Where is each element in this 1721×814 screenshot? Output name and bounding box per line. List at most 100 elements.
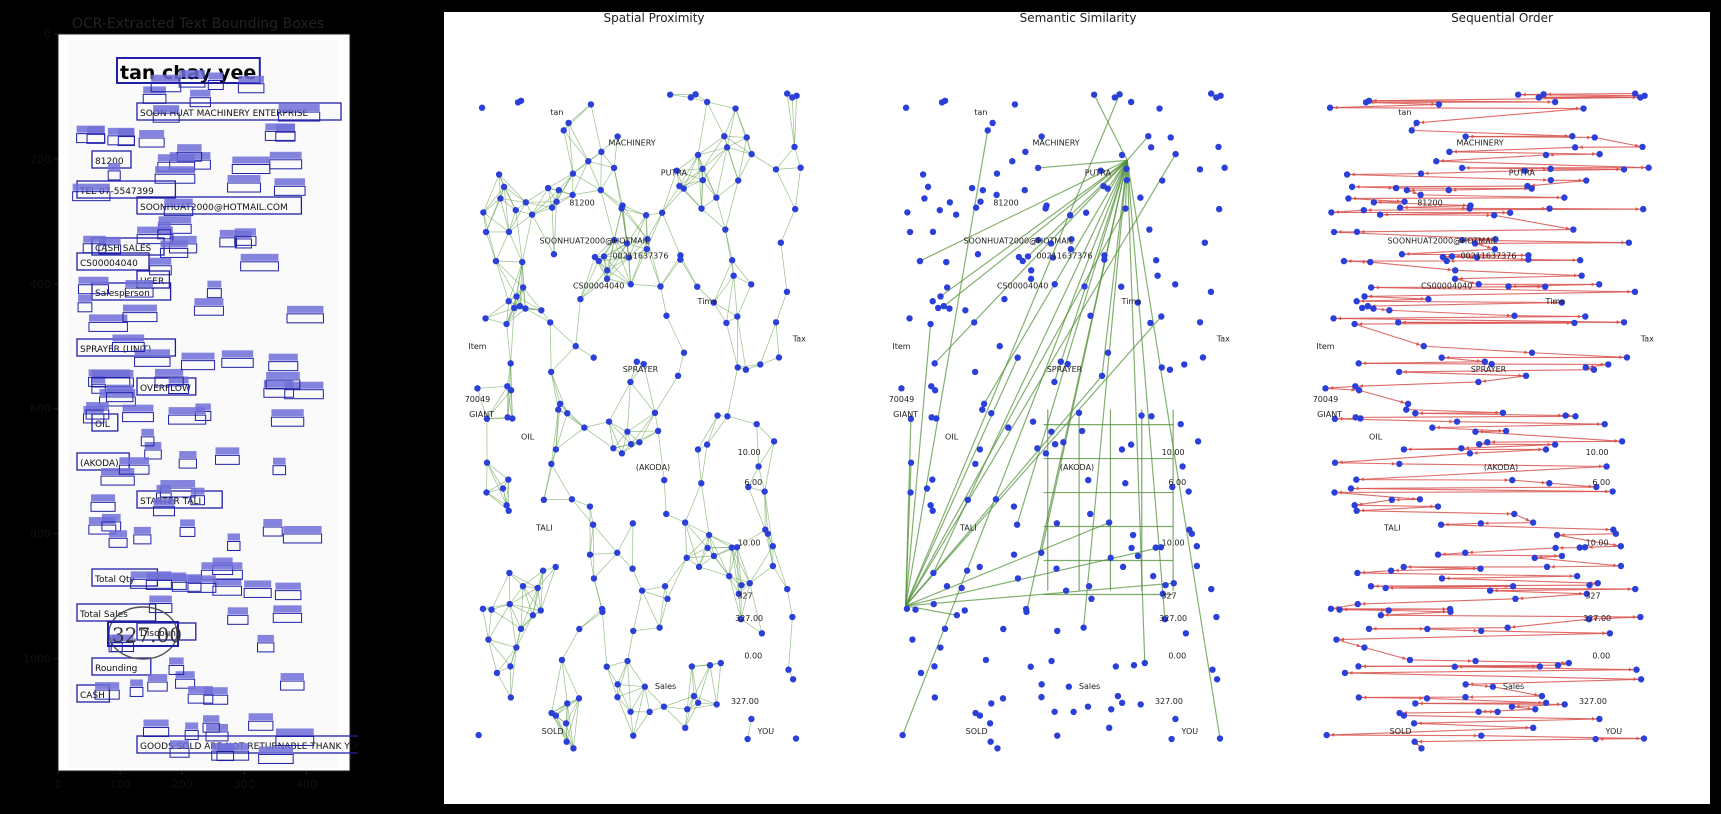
spatial-edge [598,260,608,279]
graph-node [629,520,637,527]
graph-node [1411,738,1418,745]
semantic-edge [902,160,1128,736]
spatial-edge [592,524,595,579]
sequential-edge [1441,524,1614,531]
graph-node [946,305,953,312]
ocr-line-box [116,57,261,84]
graph-node-label: SPRAYER [1047,365,1083,374]
graph-node [1401,198,1408,205]
ocr-word-box [258,753,294,764]
ocr-word-box [284,389,324,400]
graph-node [936,206,943,214]
graph-node [703,98,711,106]
graph-node [538,307,545,314]
spatial-edge [608,421,614,449]
graph-node [1637,613,1644,621]
graph-node [1631,90,1639,97]
spatial-edge [515,210,523,263]
graph-node [1065,683,1073,690]
graph-node [728,544,735,551]
sequential-arrowhead [1339,460,1343,465]
graph-node [598,148,605,156]
spatial-edge [522,585,542,611]
graph-node [1119,563,1127,571]
graph-node-label: SOLD [1390,727,1412,736]
graph-node [1129,531,1137,539]
graph-node-label: 0.00 [1168,652,1186,661]
graph-node [1101,256,1108,263]
graph-node [943,582,951,590]
spatial-edge [749,583,763,634]
sequential-edge [1357,572,1578,577]
graph-node [633,358,641,365]
graph-node [717,659,725,667]
graph-node [1561,701,1568,708]
spatial-edge [740,583,751,620]
graph-node-label: PUTRA [1509,168,1536,177]
graph-node [1439,253,1447,261]
sequential-edge [1480,522,1534,524]
graph-node [1576,544,1583,551]
graph-node [1610,526,1617,533]
ocr-box-tag [86,402,109,410]
spatial-edge [760,357,780,365]
graph-node [1051,281,1058,288]
graph-node [791,143,798,151]
graph-node [568,496,576,503]
graph-node [993,191,1000,199]
graph-node [507,360,514,367]
ocr-box-tag [275,124,295,132]
ocr-box-tag [175,671,195,679]
spatial-edge [713,260,733,303]
graph-node [1585,615,1593,623]
ocr-box-tag [263,380,294,388]
graph-node [1590,366,1598,373]
ocr-box-tag [257,634,274,642]
graph-node [1558,552,1566,560]
graph-node [909,636,916,643]
graph-node [507,663,514,670]
graph-node-label: SOONHUAT2000@HOTMAIL [1387,236,1498,245]
ocr-box-tag [271,409,304,417]
graph-node [688,663,696,670]
graph-node [1081,283,1088,290]
graph-node [1330,315,1337,322]
spatial-edge [477,385,508,389]
graph-node [1075,409,1083,417]
spatial-edge [697,146,728,156]
spatial-edge [698,547,708,568]
semantic-edge [905,375,1103,607]
spatial-edge [736,316,747,370]
spatial-edge [749,565,774,584]
spatial-edge [726,108,736,148]
sequential-edge [1454,666,1637,671]
graph-node [1370,305,1377,312]
graph-node [1542,446,1550,453]
graph-node [586,551,594,558]
sequential-edge [1355,415,1576,418]
graph-node [1571,319,1578,327]
spatial-edge [670,94,691,98]
graph-node-label: MACHINERY [1457,138,1504,147]
graph-node [1561,194,1568,201]
graph-node [1558,299,1565,306]
spatial-edge [663,480,667,514]
graph-node [1051,378,1058,386]
graph-node [1345,195,1352,202]
graph-node-label: CS00004040 [573,282,624,291]
spatial-edge [565,723,574,749]
sequential-arrowhead [1599,737,1604,741]
sequential-arrowhead [1551,564,1555,569]
graph-node [1209,666,1216,673]
graph-node [1377,612,1385,619]
sequential-arrowhead [1381,608,1385,613]
spatial-edge [736,529,766,548]
graph-node-label: 6.00 [744,478,762,487]
graph-node [1067,245,1075,253]
graph-node [1370,199,1378,206]
graph-node [735,177,742,184]
sequential-arrowhead [1470,280,1475,285]
spatial-edge [485,307,515,319]
graph-node-label: PUTRA [1085,168,1112,177]
